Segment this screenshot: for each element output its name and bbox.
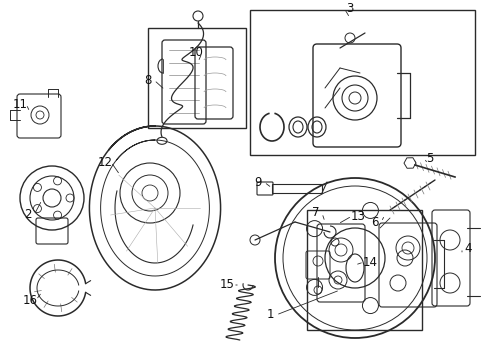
Text: 7: 7 bbox=[312, 207, 319, 220]
Text: 11: 11 bbox=[13, 98, 27, 111]
Text: 6: 6 bbox=[370, 216, 378, 229]
Bar bbox=[306, 210, 421, 330]
Text: 9: 9 bbox=[254, 175, 261, 189]
Text: 13: 13 bbox=[350, 210, 365, 222]
Text: 12: 12 bbox=[97, 156, 112, 168]
Text: 2: 2 bbox=[24, 208, 32, 221]
Bar bbox=[249, 10, 474, 155]
Bar bbox=[271, 184, 321, 193]
Text: 4: 4 bbox=[463, 242, 471, 255]
Text: 3: 3 bbox=[346, 1, 353, 14]
Text: 14: 14 bbox=[362, 256, 377, 269]
Text: 10: 10 bbox=[188, 46, 203, 59]
Text: 16: 16 bbox=[22, 293, 38, 306]
Text: 5: 5 bbox=[426, 152, 433, 165]
Text: 1: 1 bbox=[265, 309, 273, 321]
Bar bbox=[148, 28, 245, 128]
Text: 8: 8 bbox=[144, 73, 151, 86]
Text: 15: 15 bbox=[219, 279, 234, 292]
